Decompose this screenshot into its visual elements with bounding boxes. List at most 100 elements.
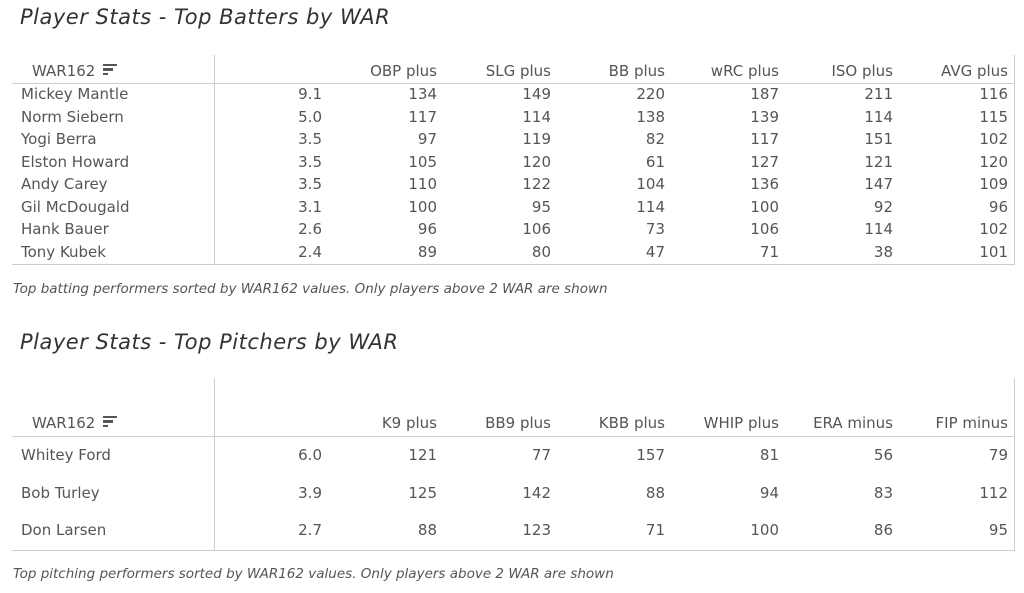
player-name: Whitey Ford <box>21 446 111 464</box>
stat-value: 102 <box>979 220 1008 238</box>
stat-value: 117 <box>408 107 437 126</box>
stat-value: 77 <box>531 446 551 464</box>
stat-value: 114 <box>522 107 551 126</box>
stat-value: 105 <box>408 152 437 171</box>
row-header <box>12 241 215 264</box>
stat-value: 117 <box>750 130 779 148</box>
stat-value: 9.1 <box>298 85 322 103</box>
row-header <box>12 474 215 512</box>
player-name: Mickey Mantle <box>21 85 129 103</box>
stat-value: 109 <box>979 175 1008 193</box>
column-header-label: ISO plus <box>831 62 893 80</box>
pitchers-caption: Top pitching performers sorted by WAR162… <box>13 566 614 582</box>
pitchers-title: Player Stats - Top Pitchers by WAR <box>20 330 399 354</box>
column-header[interactable]: WHIP plus <box>669 414 779 432</box>
stat-value: 114 <box>864 107 893 126</box>
row-header <box>12 174 215 197</box>
column-header-label: AVG plus <box>941 62 1008 80</box>
column-header[interactable]: WAR162 <box>32 62 142 80</box>
column-header[interactable]: BB plus <box>555 62 665 80</box>
stat-value: 71 <box>645 521 665 539</box>
row-header <box>12 151 215 174</box>
stat-value: 3.5 <box>298 152 322 171</box>
stat-value: 125 <box>408 483 437 502</box>
stat-value: 3.5 <box>298 175 322 193</box>
column-header[interactable]: OBP plus <box>327 62 437 80</box>
column-header-label: SLG plus <box>485 62 551 80</box>
column-header[interactable]: ISO plus <box>783 62 893 80</box>
stat-value: 88 <box>645 483 665 502</box>
stat-value: 106 <box>522 220 551 238</box>
column-header-label: BB plus <box>608 62 665 80</box>
stat-value: 121 <box>408 446 437 464</box>
stat-value: 95 <box>531 197 551 216</box>
column-header[interactable]: K9 plus <box>327 414 437 432</box>
column-header[interactable]: wRC plus <box>669 62 779 80</box>
column-header[interactable]: KBB plus <box>555 414 665 432</box>
column-header[interactable]: FIP minus <box>898 414 1008 432</box>
table-row: Whitey Ford 6.0 121 77 157 81 56 79 <box>12 437 1014 475</box>
column-header-label: K9 plus <box>381 414 437 432</box>
column-header[interactable]: BB9 plus <box>441 414 551 432</box>
stat-value: 3.9 <box>298 483 322 502</box>
stat-value: 121 <box>864 152 893 171</box>
row-header <box>12 196 215 219</box>
stat-value: 5.0 <box>298 107 322 126</box>
stat-value: 119 <box>522 130 551 148</box>
player-name: Yogi Berra <box>21 130 97 148</box>
column-header-label: FIP minus <box>935 414 1008 432</box>
stat-value: 147 <box>864 175 893 193</box>
stat-value: 73 <box>645 220 665 238</box>
stat-value: 81 <box>759 446 779 464</box>
stat-value: 136 <box>750 175 779 193</box>
column-header[interactable]: ERA minus <box>783 414 893 432</box>
stat-value: 104 <box>636 175 665 193</box>
stat-value: 86 <box>873 521 893 539</box>
stat-value: 92 <box>873 197 893 216</box>
row-header <box>12 84 215 107</box>
stat-value: 2.6 <box>298 220 322 238</box>
player-name: Hank Bauer <box>21 220 109 238</box>
stat-value: 88 <box>417 521 437 539</box>
stat-value: 80 <box>531 242 551 261</box>
stat-value: 95 <box>988 521 1008 539</box>
column-header-label: ERA minus <box>813 414 893 432</box>
stat-value: 71 <box>759 242 779 261</box>
stat-value: 100 <box>750 197 779 216</box>
column-header-label: BB9 plus <box>485 414 551 432</box>
stat-value: 102 <box>979 130 1008 148</box>
stat-value: 116 <box>979 85 1008 103</box>
sort-descending-icon[interactable] <box>103 63 118 76</box>
column-header-label: wRC plus <box>710 62 779 80</box>
stat-value: 106 <box>750 220 779 238</box>
stat-value: 94 <box>759 483 779 502</box>
table-header-row: WAR162 K9 plus BB9 plus KBB plus WHIP plus ER… <box>12 378 1014 437</box>
stat-value: 110 <box>408 175 437 193</box>
column-header[interactable]: SLG plus <box>441 62 551 80</box>
player-name: Norm Siebern <box>21 107 124 126</box>
table-row: Elston Howard 3.5 105 120 61 127 121 120 <box>12 151 1014 174</box>
stat-value: 211 <box>864 85 893 103</box>
player-name: Don Larsen <box>21 521 107 539</box>
column-header[interactable]: AVG plus <box>898 62 1008 80</box>
stat-value: 96 <box>417 220 437 238</box>
sort-descending-icon[interactable] <box>103 415 118 428</box>
row-header-corner <box>12 378 215 436</box>
row-header-corner <box>12 55 215 83</box>
column-header-label: KBB plus <box>598 414 665 432</box>
column-header[interactable]: WAR162 <box>32 414 142 432</box>
stat-value: 97 <box>417 130 437 148</box>
stat-value: 127 <box>750 152 779 171</box>
stat-value: 149 <box>522 85 551 103</box>
player-name: Elston Howard <box>21 152 130 171</box>
row-header <box>12 219 215 242</box>
stat-value: 115 <box>979 107 1008 126</box>
table-row: Andy Carey 3.5 110 122 104 136 147 109 <box>12 174 1014 197</box>
stat-value: 220 <box>636 85 665 103</box>
stat-value: 112 <box>979 483 1008 502</box>
stat-value: 142 <box>522 483 551 502</box>
stat-value: 6.0 <box>298 446 322 464</box>
stat-value: 187 <box>750 85 779 103</box>
row-header <box>12 437 215 475</box>
stat-value: 82 <box>645 130 665 148</box>
